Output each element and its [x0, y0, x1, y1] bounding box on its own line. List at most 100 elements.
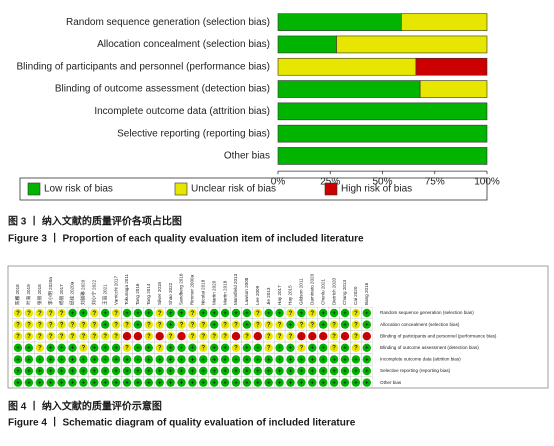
judgement-symbol: ? [223, 322, 227, 328]
judgement-symbol: ? [49, 334, 53, 340]
judgement-dot [46, 320, 55, 329]
judgement-symbol: + [27, 357, 31, 363]
judgement-dot [340, 343, 350, 352]
judgement-dot [188, 366, 197, 376]
judgement-dot [286, 320, 295, 329]
judgement-dot [319, 378, 328, 387]
judgement-dot [144, 308, 153, 318]
judgement-dot [362, 320, 371, 329]
judgement-dot [210, 320, 219, 329]
judgement-symbol: + [365, 369, 369, 375]
judgement-dot [13, 332, 23, 341]
judgement-dot [199, 366, 208, 376]
judgement-symbol: ? [354, 322, 358, 328]
judgement-symbol: + [332, 357, 336, 363]
judgement-symbol: ? [300, 346, 304, 352]
judgement-symbol: + [278, 346, 282, 352]
judgement-dot [308, 355, 317, 364]
judgement-dot [35, 366, 44, 376]
judgement-dot [68, 320, 77, 329]
judgement-symbol: + [332, 369, 336, 375]
category-label: Blinding of outcome assessment (detectio… [55, 84, 270, 95]
domain-label: Incomplete outcome data (attrition bias) [380, 357, 461, 362]
judgement-dot [166, 332, 175, 341]
judgement-dot [24, 366, 34, 376]
judgement-symbol: + [191, 357, 195, 363]
judgement-dot [101, 378, 110, 387]
judgement-dot [362, 343, 371, 352]
judgement-symbol: ? [354, 311, 358, 317]
judgement-dot [264, 320, 273, 329]
judgement-symbol: ? [60, 311, 64, 317]
judgement-symbol: ? [332, 334, 336, 340]
judgement-symbol: + [169, 369, 173, 375]
judgement-symbol: + [16, 346, 20, 352]
study-label: Silver 2018 [157, 282, 162, 305]
judgement-dot [319, 355, 328, 364]
judgement-dot [13, 320, 23, 329]
judgement-symbol: + [202, 357, 206, 363]
judgement-dot [286, 366, 295, 376]
judgement-dot [210, 343, 219, 352]
study-label: Chang 2013 [342, 280, 347, 305]
judgement-symbol: + [125, 357, 129, 363]
judgement-dot [329, 366, 339, 376]
judgement-dot [133, 366, 143, 376]
judgement-symbol: ? [267, 346, 271, 352]
judgement-symbol: + [321, 322, 325, 328]
judgement-symbol: + [147, 369, 151, 375]
judgement-dot [79, 332, 88, 341]
judgement-dot [242, 343, 252, 352]
judgement-symbol: + [114, 369, 118, 375]
judgement-dot [57, 320, 66, 329]
judgement-symbol: + [169, 357, 173, 363]
judgement-symbol: - [257, 334, 259, 340]
judgement-dot [68, 343, 77, 352]
judgement-dot [297, 343, 306, 352]
judgement-dot [24, 343, 34, 352]
judgement-symbol: ? [354, 346, 358, 352]
judgement-dot [24, 355, 34, 364]
judgement-symbol: + [245, 380, 249, 386]
judgement-symbol: + [191, 380, 195, 386]
study-label: 陈娜 2018 [14, 284, 21, 305]
category-label: Allocation concealment (selection bias) [97, 39, 270, 50]
judgement-dot [264, 366, 273, 376]
judgement-symbol: + [180, 311, 184, 317]
bar-segment [277, 13, 402, 31]
judgement-dot [308, 343, 317, 352]
judgement-symbol: - [300, 334, 302, 340]
study-label: Cai 2020 [353, 286, 358, 305]
judgement-symbol: + [212, 311, 216, 317]
judgement-dot [13, 355, 23, 364]
judgement-dot [13, 343, 23, 352]
legend-swatch [324, 182, 338, 196]
judgement-symbol: + [191, 346, 195, 352]
figure4-caption-en: Figure 4 丨 Schematic diagram of quality … [8, 417, 356, 429]
judgement-symbol: + [278, 357, 282, 363]
study-label: Rimmer 2000a [190, 274, 195, 305]
judgement-dot [177, 355, 186, 364]
judgement-dot [242, 355, 252, 364]
judgement-dot [122, 355, 132, 364]
judgement-symbol: + [212, 357, 216, 363]
category-label: Other bias [224, 151, 270, 162]
study-label: 邱佳 2020a [69, 281, 76, 305]
judgement-dot [144, 355, 153, 364]
judgement-dot [231, 378, 241, 387]
judgement-symbol: ? [49, 311, 53, 317]
study-label: Lee 2009 [255, 285, 260, 305]
judgement-symbol: ? [256, 322, 260, 328]
judgement-dot [340, 308, 350, 318]
judgement-symbol: ? [147, 334, 151, 340]
judgement-dot [133, 343, 143, 352]
judgement-symbol: + [136, 322, 140, 328]
judgement-dot [144, 320, 153, 329]
judgement-symbol: + [289, 346, 293, 352]
judgement-dot [351, 378, 361, 387]
judgement-dot [264, 378, 273, 387]
judgement-dot [351, 308, 361, 318]
judgement-dot [220, 320, 230, 329]
study-label: Chunlu 2021 [320, 279, 325, 305]
judgement-symbol: ? [27, 322, 31, 328]
